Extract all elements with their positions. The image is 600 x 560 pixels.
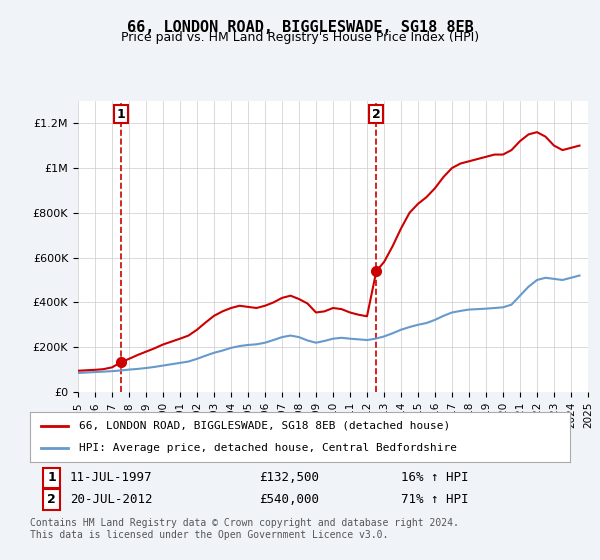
Text: 11-JUL-1997: 11-JUL-1997: [70, 472, 152, 484]
Text: 71% ↑ HPI: 71% ↑ HPI: [401, 493, 469, 506]
Text: 2: 2: [47, 493, 56, 506]
Text: 2: 2: [372, 108, 381, 120]
Text: 1: 1: [47, 472, 56, 484]
Text: £132,500: £132,500: [259, 472, 319, 484]
Text: 66, LONDON ROAD, BIGGLESWADE, SG18 8EB (detached house): 66, LONDON ROAD, BIGGLESWADE, SG18 8EB (…: [79, 421, 450, 431]
Text: HPI: Average price, detached house, Central Bedfordshire: HPI: Average price, detached house, Cent…: [79, 443, 457, 453]
Text: 16% ↑ HPI: 16% ↑ HPI: [401, 472, 469, 484]
Text: Contains HM Land Registry data © Crown copyright and database right 2024.
This d: Contains HM Land Registry data © Crown c…: [30, 518, 459, 540]
Text: 1: 1: [116, 108, 125, 120]
Text: 66, LONDON ROAD, BIGGLESWADE, SG18 8EB: 66, LONDON ROAD, BIGGLESWADE, SG18 8EB: [127, 20, 473, 35]
Text: Price paid vs. HM Land Registry's House Price Index (HPI): Price paid vs. HM Land Registry's House …: [121, 31, 479, 44]
Text: £540,000: £540,000: [259, 493, 319, 506]
Text: 20-JUL-2012: 20-JUL-2012: [70, 493, 152, 506]
